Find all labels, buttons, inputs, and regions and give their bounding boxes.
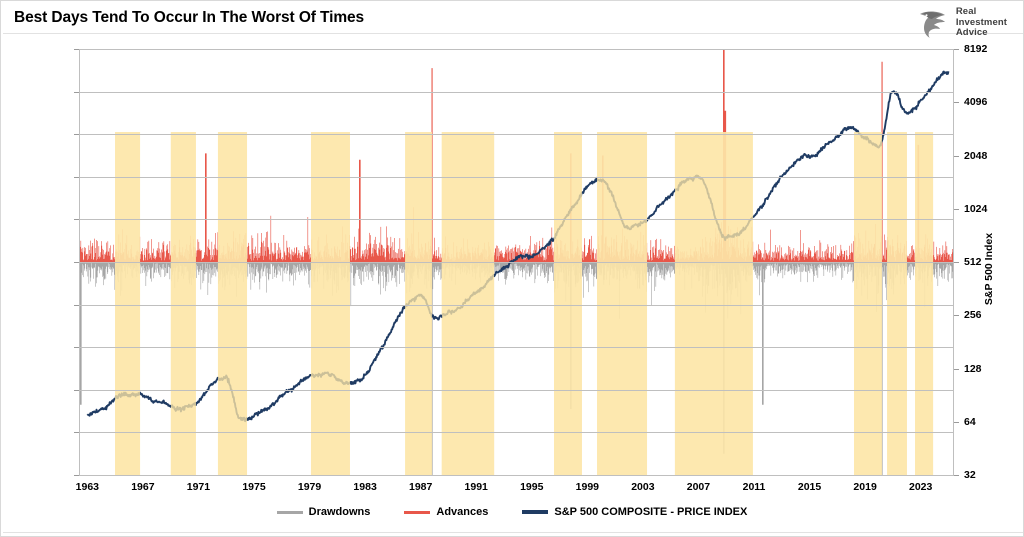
y-tick-right: 32 — [964, 469, 976, 481]
y-tick-right: 256 — [964, 309, 982, 322]
x-tick: 1979 — [297, 481, 322, 493]
logo-line-3: Advice — [955, 27, 988, 39]
bottom-divider — [3, 532, 1023, 533]
y-tick-mark-left — [74, 347, 79, 349]
x-tick: 2007 — [686, 481, 711, 493]
shaded-band — [217, 132, 248, 475]
shaded-band — [405, 132, 432, 475]
shaded-band — [441, 132, 495, 475]
advances-bars — [79, 49, 954, 262]
x-tick: 2011 — [742, 481, 766, 493]
y-tick-mark-right — [954, 49, 959, 50]
y-tick-mark-left — [74, 262, 79, 263]
y-tick-mark-right — [954, 262, 959, 263]
chart-title: Best Days Tend To Occur In The Worst Of … — [14, 9, 365, 26]
y-tick-mark-left — [74, 475, 79, 476]
y-tick-right: 4096 — [964, 96, 988, 109]
y-axis-right-label: S&P 500 Index — [982, 232, 995, 305]
x-tick: 1999 — [575, 481, 600, 493]
y-tick-right: 1024 — [964, 202, 988, 215]
chart-legend: Drawdowns Advances S&P 500 COMPOSITE - PRI… — [1, 506, 1023, 518]
y-tick-mark-left — [74, 91, 79, 93]
shaded-band — [887, 132, 907, 475]
x-tick: 1963 — [75, 481, 100, 493]
shaded-band — [115, 132, 141, 475]
shaded-band — [310, 132, 350, 475]
legend-label: Advances — [436, 506, 489, 518]
gridline — [79, 177, 954, 178]
legend-item-1[interactable]: Advances — [404, 506, 488, 518]
x-tick: 1971 — [186, 481, 211, 493]
sp500-line — [86, 70, 950, 423]
y-tick-mark-right — [954, 208, 959, 210]
brand-logo: Real Investment Advice — [917, 6, 1007, 40]
x-tick: 2019 — [853, 481, 877, 493]
gridline — [79, 475, 954, 476]
plot-area — [79, 49, 954, 476]
y-axis-left-line — [79, 49, 80, 475]
y-tick-mark-right — [954, 368, 959, 370]
y-tick-right: 64 — [964, 415, 976, 428]
gridline — [79, 49, 954, 50]
legend-label: Drawdowns — [308, 506, 371, 518]
gridline — [79, 432, 954, 433]
x-tick: 2015 — [797, 481, 822, 493]
shaded-band — [854, 132, 882, 475]
y-tick-mark-right — [954, 102, 959, 104]
y-tick-mark-right — [954, 155, 959, 157]
y-tick-right: 128 — [964, 362, 982, 375]
brand-name: Real Investment Advice — [956, 7, 1007, 39]
gridline — [79, 92, 954, 93]
eagle-head-icon — [917, 8, 949, 38]
gridline — [79, 262, 954, 263]
legend-swatch — [522, 510, 549, 514]
y-tick-mark-left — [74, 134, 79, 136]
legend-swatch — [276, 510, 303, 514]
drawdowns-bars — [79, 262, 954, 475]
x-tick: 2003 — [631, 481, 655, 493]
shaded-band — [915, 132, 934, 475]
title-divider — [3, 33, 1023, 34]
shaded-band — [170, 132, 196, 475]
logo-line-1: Real — [955, 6, 977, 18]
y-tick-mark-right — [954, 475, 959, 476]
legend-item-2[interactable]: S&P 500 COMPOSITE - PRICE INDEX — [522, 506, 747, 518]
y-axis-right-line — [953, 49, 954, 475]
y-tick-mark-left — [74, 389, 79, 391]
x-tick: 1995 — [520, 481, 544, 493]
gridline — [79, 134, 954, 135]
gridline — [79, 305, 954, 306]
legend-item-0[interactable]: Drawdowns — [276, 506, 371, 518]
x-tick: 2023 — [908, 481, 933, 493]
y-tick-mark-left — [74, 219, 79, 221]
x-tick: 1991 — [464, 481, 488, 493]
x-tick: 1983 — [353, 481, 377, 493]
y-tick-right: 8192 — [964, 43, 988, 55]
gridline — [79, 390, 954, 391]
y-tick-mark-left — [74, 304, 79, 306]
legend-label: S&P 500 COMPOSITE - PRICE INDEX — [554, 506, 748, 518]
y-tick-mark-left — [74, 432, 79, 434]
gridline — [79, 219, 954, 220]
legend-swatch — [404, 510, 431, 514]
x-tick: 1967 — [131, 481, 155, 493]
y-tick-mark-left — [74, 49, 79, 50]
y-tick-mark-right — [954, 421, 959, 423]
y-tick-mark-left — [74, 176, 79, 178]
shaded-band — [597, 132, 648, 475]
x-tick: 1987 — [408, 481, 433, 493]
x-tick: 1975 — [242, 481, 266, 493]
y-tick-right: 2048 — [964, 149, 988, 162]
y-tick-right: 512 — [964, 256, 982, 268]
gridline — [79, 347, 954, 348]
shaded-band — [554, 132, 582, 475]
y-tick-mark-right — [954, 315, 959, 317]
logo-line-2: Investment — [955, 16, 1007, 28]
shaded-band — [674, 132, 753, 475]
